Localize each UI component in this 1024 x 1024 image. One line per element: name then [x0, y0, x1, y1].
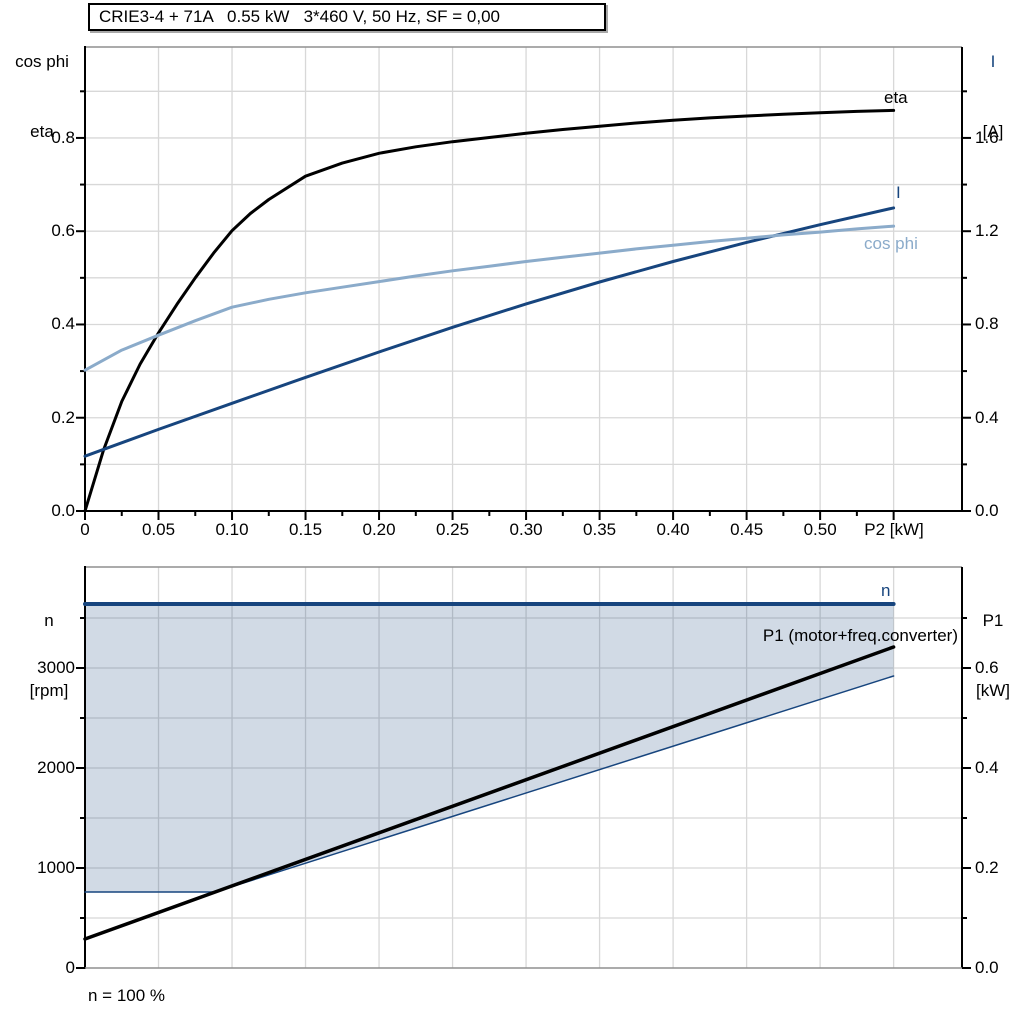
x-tick-label: 0.10	[215, 520, 249, 539]
x-tick-label: 0.05	[141, 520, 176, 539]
x-axis-label: P2 [kW]	[864, 520, 924, 539]
current-curve-label: I	[896, 183, 901, 202]
speed-range-area	[85, 604, 894, 892]
y-tick-label-left: 0.6	[51, 221, 75, 241]
p1-curve-label: P1 (motor+freq.converter)	[762, 626, 958, 645]
y-tick-label-right: 0.2	[975, 858, 999, 877]
y-tick-label-left: 0.2	[51, 407, 75, 427]
y-tick-label-left: 0.0	[51, 501, 75, 520]
left-axis-title-line2: eta	[30, 122, 54, 141]
series-eta-curve	[83, 108, 896, 513]
bottom-right-axis-title: P1 [kW]	[960, 562, 1024, 750]
y-tick-label-right: 0.0	[975, 501, 999, 520]
y-tick-label-left: 0.4	[51, 314, 75, 334]
x-tick-label: 0.35	[583, 520, 617, 539]
x-tick-label: 0.20	[362, 520, 396, 539]
chart-title-box: CRIE3-4 + 71A 0.55 kW 3*460 V, 50 Hz, SF…	[88, 3, 606, 31]
right-axis-title-line1: I	[990, 52, 996, 71]
y-tick-label-right: 0.6	[975, 658, 999, 677]
x-tick-label: 0.30	[509, 520, 543, 539]
series-cos-phi-curve	[83, 224, 896, 372]
n-axis-title-line2: [rpm]	[29, 681, 69, 700]
y-tick-label-left: 0	[65, 958, 75, 977]
x-tick-label: 0.15	[288, 520, 323, 539]
y-tick-label-left: 2000	[37, 758, 75, 777]
series-p1-motor-freq-converter-curve	[83, 645, 896, 941]
x-tick-label: 0.40	[656, 520, 690, 539]
left-axis-title-line1: cos phi	[15, 52, 69, 71]
p1-axis-title-line1: P1	[982, 611, 1004, 630]
y-tick-label-left: 0.8	[51, 127, 75, 147]
y-tick-label-right: 1.6	[975, 127, 999, 147]
speed-curve-label: n	[881, 581, 891, 600]
y-tick-label-right: 0.4	[975, 407, 999, 427]
top-right-axis-title: I [A]	[962, 3, 1024, 191]
y-tick-label-right: 0.8	[975, 314, 999, 334]
cos-phi-curve-label: cos phi	[864, 234, 918, 253]
bottom-left-axis-title: n [rpm]	[12, 562, 86, 750]
chart-title: CRIE3-4 + 71A 0.55 kW 3*460 V, 50 Hz, SF…	[99, 7, 500, 26]
x-tick-label: 0.45	[730, 520, 764, 539]
x-tick-label: 0.50	[803, 520, 837, 539]
speed-percentage-note: n = 100 %	[88, 986, 166, 1005]
right-axis-title-line2: [A]	[982, 122, 1004, 141]
x-tick-label: 0.25	[436, 520, 470, 539]
series-i-curve	[83, 206, 896, 458]
n-axis-title-line1: n	[44, 611, 54, 630]
x-tick-label: 0	[80, 520, 90, 539]
y-tick-label-right: 1.2	[975, 221, 999, 241]
y-tick-label-right: 0.0	[975, 958, 999, 977]
y-tick-label-left: 1000	[37, 858, 75, 877]
y-tick-label-right: 0.4	[975, 758, 999, 777]
top-left-axis-title: cos phi eta	[2, 3, 82, 191]
y-tick-label-left: 3000	[37, 658, 75, 677]
p1-axis-title-line2: [kW]	[976, 681, 1010, 700]
eta-curve-label: eta	[884, 88, 908, 107]
